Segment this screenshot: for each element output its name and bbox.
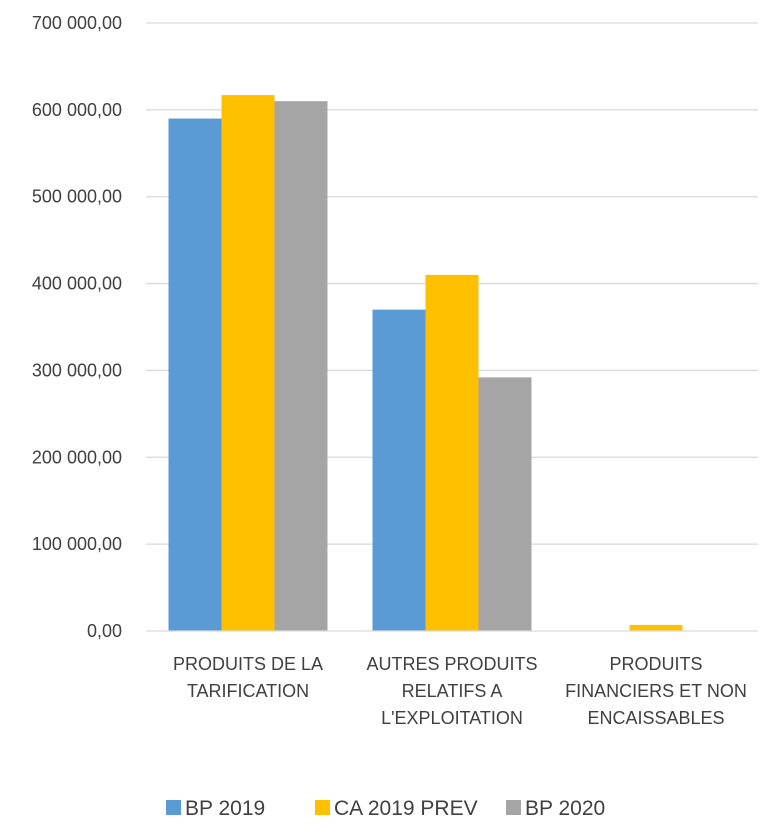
y-tick-label: 300 000,00 [32,360,122,380]
category-label-line: PRODUITS [609,654,702,674]
bar [168,118,222,632]
y-tick-label: 500 000,00 [32,187,122,207]
bar [478,377,532,631]
category-label-line: TARIFICATION [187,681,309,701]
category-label-line: ENCAISSABLES [587,708,724,728]
category-label: AUTRES PRODUITS RELATIFS A L'EXPLOITATION [366,654,537,728]
y-tick-label: 700 000,00 [32,13,122,33]
category-label: PRODUITS FINANCIERS ET NON ENCAISSABLES [565,654,747,728]
bar [274,101,328,631]
category-label-line: L'EXPLOITATION [381,708,523,728]
bar [425,274,479,631]
y-tick-label: 400 000,00 [32,274,122,294]
bars [168,95,683,632]
x-axis-category-labels: PRODUITS DE LA TARIFICATION AUTRES PRODUIT… [173,654,747,728]
y-tick-label: 600 000,00 [32,100,122,120]
bar [221,95,275,631]
bar [629,624,683,631]
legend-swatch [315,800,330,815]
legend-swatch [506,800,521,815]
category-label-line: PRODUITS DE LA [173,654,323,674]
legend-label: CA 2019 PREV [334,797,478,820]
category-label-line: RELATIFS A [402,681,503,701]
category-label-line: FINANCIERS ET NON [565,681,747,701]
category-label-line: AUTRES PRODUITS [366,654,537,674]
y-tick-label: 100 000,00 [32,534,122,554]
legend: BP 2019 CA 2019 PREV BP 2020 [166,797,605,820]
y-tick-label: 200 000,00 [32,447,122,467]
legend-swatch [166,800,181,815]
legend-label: BP 2020 [525,797,605,820]
category-label: PRODUITS DE LA TARIFICATION [173,654,323,701]
y-tick-label: 0,00 [87,621,122,641]
legend-label: BP 2019 [185,797,265,820]
y-axis-tick-labels: 0,00 100 000,00 200 000,00 300 000,00 400 00… [32,13,122,641]
bar [372,309,426,631]
